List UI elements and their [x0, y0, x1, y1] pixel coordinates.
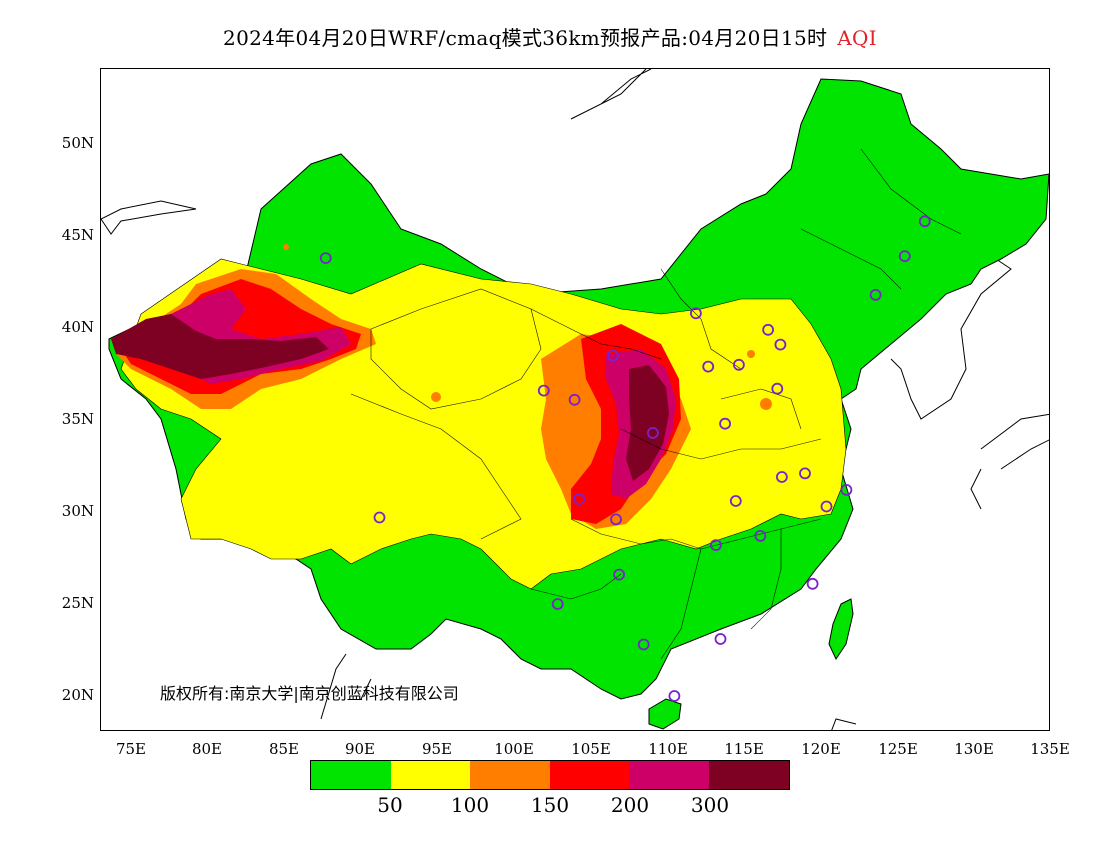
island-hainan — [648, 698, 682, 730]
station-marker — [702, 360, 715, 373]
station-marker — [729, 495, 742, 507]
station-marker — [607, 349, 619, 362]
xtick-label: 80E — [191, 740, 223, 758]
station-marker — [771, 382, 784, 395]
station-marker — [573, 493, 586, 506]
coastline-india — [320, 653, 372, 720]
colorbar-swatch — [390, 761, 471, 789]
map-title: 2024年04月20日WRF/cmaq模式36km预报产品:04月20日15时 A… — [0, 22, 1100, 51]
xtick-label: 125E — [878, 740, 918, 758]
xtick-label: 105E — [571, 740, 611, 758]
hotspot-qinghai — [431, 392, 441, 402]
station-marker — [690, 307, 702, 320]
colorbar-label: 200 — [610, 793, 650, 817]
region-hazardous-central — [626, 365, 669, 481]
station-marker — [647, 426, 659, 439]
station-marker — [719, 417, 731, 430]
coastline-caspian-north — [101, 200, 197, 235]
station-marker — [537, 384, 550, 397]
region-hazardous-west — [111, 314, 329, 379]
station-marker — [714, 633, 727, 645]
station-marker — [762, 323, 774, 336]
colorbar-label: 100 — [450, 793, 490, 817]
station-marker — [799, 467, 811, 480]
xtick-label: 90E — [344, 740, 376, 758]
ytick-label: 40N — [61, 318, 94, 336]
xtick-label: 100E — [494, 740, 534, 758]
colorbar-swatch — [311, 761, 391, 789]
aqi-map-panel — [100, 68, 1050, 731]
station-marker — [820, 500, 833, 513]
station-marker — [373, 511, 386, 524]
station-marker — [710, 539, 722, 552]
coastline-japan — [970, 413, 1049, 510]
station-marker — [806, 577, 819, 590]
xtick-label: 130E — [954, 740, 994, 758]
station-marker — [774, 338, 787, 351]
xtick-label: 110E — [648, 740, 688, 758]
colorbar-label: 150 — [530, 793, 570, 817]
station-markers — [319, 215, 931, 702]
colorbar-label: 300 — [690, 793, 730, 817]
station-marker — [869, 288, 882, 301]
aqi-map-svg — [101, 69, 1049, 730]
hotspot-shandong — [760, 398, 772, 410]
station-marker — [668, 690, 681, 702]
xtick-label: 120E — [801, 740, 841, 758]
province-boundaries — [350, 148, 962, 660]
station-marker — [776, 471, 788, 483]
colorbar-swatch — [709, 761, 790, 789]
station-marker — [898, 250, 911, 263]
coastline-sakhalin-north — [570, 69, 652, 120]
title-variable: AQI — [837, 26, 877, 50]
station-marker — [610, 513, 622, 526]
station-marker — [754, 529, 767, 542]
title-main: 2024年04月20日WRF/cmaq模式36km预报产品:04月20日15时 — [223, 26, 828, 50]
aqi-colorbar — [310, 760, 790, 790]
hotspot-hebei — [747, 350, 755, 358]
colorbar-swatch — [470, 761, 551, 789]
island-taiwan — [828, 598, 854, 661]
ytick-label: 50N — [61, 134, 94, 152]
ytick-label: 30N — [61, 502, 94, 520]
station-marker — [840, 483, 853, 496]
ytick-label: 25N — [61, 594, 94, 612]
colorbar-label: 50 — [377, 793, 403, 817]
xtick-label: 75E — [115, 740, 147, 758]
station-marker — [613, 568, 625, 581]
colorbar-swatch — [550, 761, 630, 789]
xtick-label: 115E — [724, 740, 764, 758]
ytick-label: 45N — [61, 226, 94, 244]
hotspot-xinjiang — [283, 244, 289, 250]
xtick-label: 135E — [1030, 740, 1070, 758]
ytick-label: 20N — [61, 686, 94, 704]
ytick-label: 35N — [61, 410, 94, 428]
copyright-credit: 版权所有:南京大学|南京创蓝科技有限公司 — [160, 684, 459, 703]
station-marker — [733, 358, 745, 371]
station-marker — [551, 598, 564, 610]
xtick-label: 95E — [421, 740, 453, 758]
station-marker — [637, 638, 650, 651]
xtick-label: 85E — [268, 740, 300, 758]
colorbar-swatch — [629, 761, 710, 789]
station-marker — [319, 252, 332, 265]
station-marker — [918, 215, 931, 228]
station-marker — [568, 393, 581, 406]
